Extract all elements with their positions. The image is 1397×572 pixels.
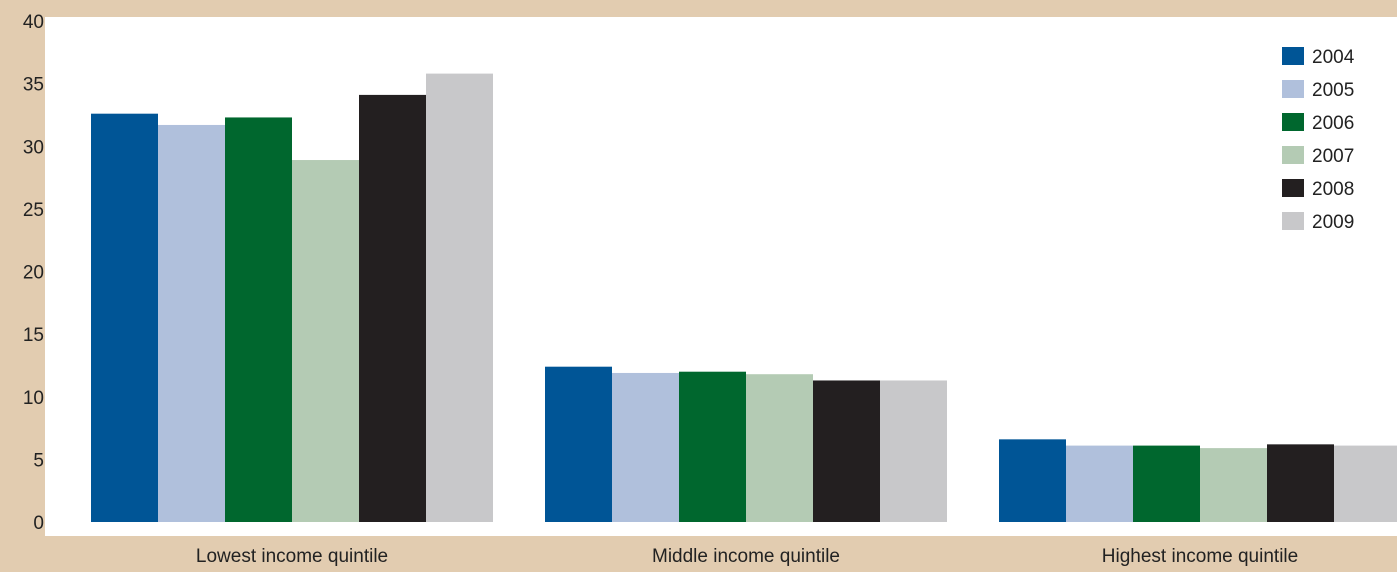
y-tick-label: 35 xyxy=(23,75,44,96)
legend-label: 2007 xyxy=(1312,146,1354,167)
category-label: Highest income quintile xyxy=(1102,546,1298,567)
y-tick-label: 30 xyxy=(23,137,44,158)
bar-2005-2 xyxy=(1066,445,1133,522)
y-tick-label: 20 xyxy=(23,263,44,284)
bar-2007-2 xyxy=(1200,448,1267,522)
bar-2008-2 xyxy=(1267,444,1334,522)
y-tick-label: 15 xyxy=(23,325,44,346)
bar-2005-0 xyxy=(158,124,225,523)
y-tick-label: 5 xyxy=(33,450,44,471)
legend-swatch-2008 xyxy=(1282,179,1304,197)
bar-2006-2 xyxy=(1133,445,1200,522)
legend-label: 2008 xyxy=(1312,179,1354,200)
legend-swatch-2005 xyxy=(1282,80,1304,98)
legend-swatch-2006 xyxy=(1282,113,1304,131)
legend-label: 2006 xyxy=(1312,113,1354,134)
category-label: Middle income quintile xyxy=(652,546,840,567)
bar-2004-2 xyxy=(999,439,1066,522)
legend-label: 2009 xyxy=(1312,212,1354,233)
bar-2007-1 xyxy=(746,374,813,522)
bar-2006-1 xyxy=(679,371,746,522)
bar-2009-1 xyxy=(880,380,947,522)
bar-2007-0 xyxy=(292,160,359,522)
y-tick-label: 40 xyxy=(23,12,44,33)
bar-2009-0 xyxy=(426,73,493,522)
category-label: Lowest income quintile xyxy=(196,546,388,567)
bar-2004-0 xyxy=(91,113,158,522)
legend-swatch-2004 xyxy=(1282,47,1304,65)
legend: 2004 2005 2006 2007 2008 2009 xyxy=(1282,47,1355,233)
y-tick-label: 10 xyxy=(23,388,44,409)
x-axis-categories: Lowest income quintile Middle income quin… xyxy=(196,546,1298,567)
bar-2008-0 xyxy=(359,94,426,523)
bar-2004-1 xyxy=(545,366,612,522)
bar-2005-1 xyxy=(612,372,679,522)
y-axis-ticks: 0 5 10 15 20 25 30 35 40 xyxy=(23,12,44,534)
legend-swatch-2007 xyxy=(1282,146,1304,164)
legend-label: 2004 xyxy=(1312,47,1355,68)
y-tick-label: 25 xyxy=(23,200,44,221)
y-tick-label: 0 xyxy=(33,513,44,534)
bar-2008-1 xyxy=(813,380,880,522)
bars-group xyxy=(91,73,1397,523)
legend-label: 2005 xyxy=(1312,80,1354,101)
bar-2006-0 xyxy=(225,117,292,522)
legend-swatch-2009 xyxy=(1282,212,1304,230)
bar-2009-2 xyxy=(1334,445,1397,522)
